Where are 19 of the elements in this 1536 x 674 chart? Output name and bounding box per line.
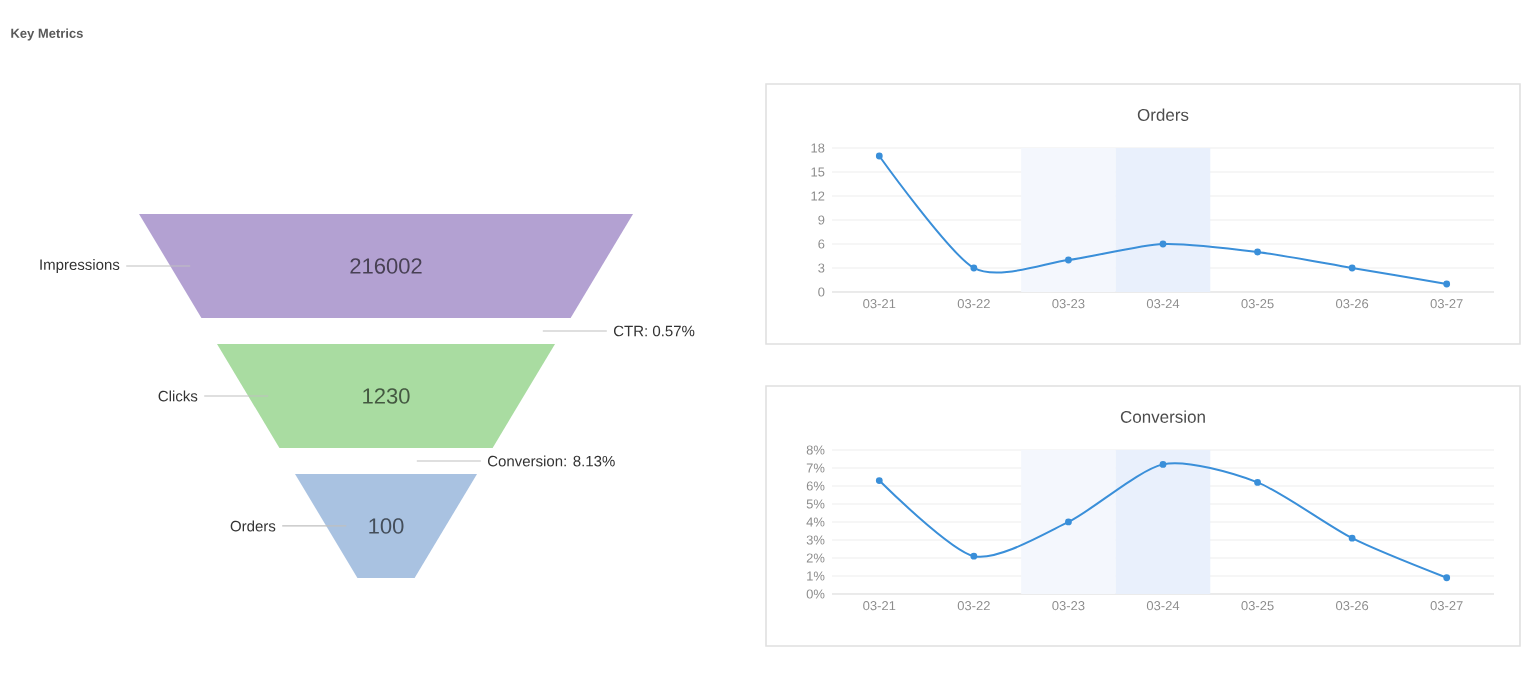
point	[1348, 264, 1356, 272]
data-label: 1230	[363, 388, 410, 404]
point	[1159, 460, 1167, 468]
point	[1159, 240, 1167, 248]
data-label: 216002	[350, 258, 422, 274]
point	[875, 152, 883, 160]
chart-title: Conversion	[1120, 410, 1205, 423]
point	[1065, 518, 1072, 526]
point	[970, 264, 978, 272]
point	[1065, 256, 1072, 264]
point	[875, 477, 883, 484]
point	[1348, 534, 1356, 542]
point	[1443, 280, 1451, 288]
point	[1254, 478, 1261, 486]
point	[1443, 574, 1451, 582]
point	[970, 552, 978, 560]
data-label: 100	[369, 518, 404, 534]
chart-title: Orders	[1137, 108, 1189, 121]
point	[1254, 248, 1261, 256]
